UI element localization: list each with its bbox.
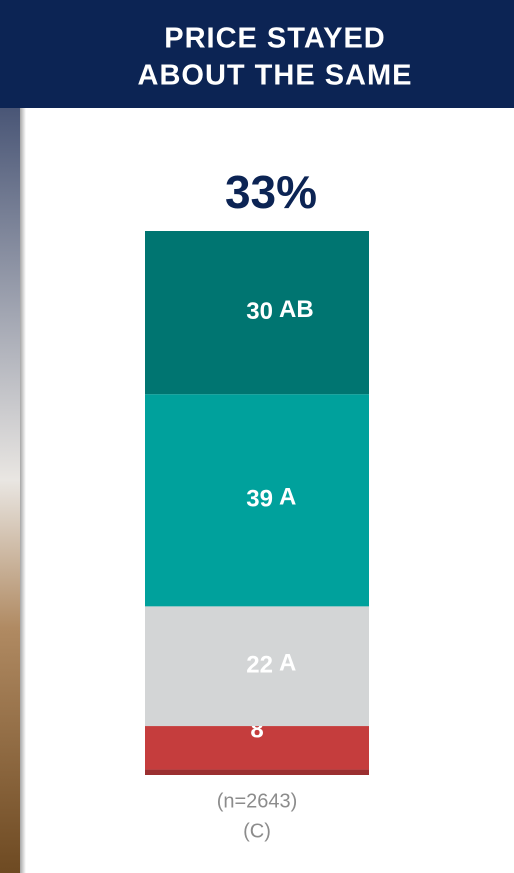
- segment-value: 22: [246, 652, 273, 679]
- bar-segment: [145, 231, 369, 395]
- significance-letter: AB: [279, 296, 314, 323]
- headline: 33%: [225, 166, 317, 218]
- title-line: ABOUT THE SAME: [138, 60, 413, 92]
- bar-segment: [145, 769, 369, 775]
- segment-value: 30: [246, 298, 273, 325]
- bar-segment: [145, 606, 369, 727]
- segment-value: 39: [246, 486, 273, 513]
- significance-letter: A: [279, 484, 296, 511]
- panel-shadow: [20, 108, 26, 873]
- side-background: [0, 0, 20, 873]
- header: [0, 0, 514, 108]
- title-line: PRICE STAYED: [164, 23, 386, 55]
- significance-letter: A: [279, 650, 296, 677]
- sample-size: (n=2643): [217, 790, 298, 812]
- bar-segment: [145, 394, 369, 607]
- bar-segment: [145, 726, 369, 770]
- group-label: (C): [243, 820, 271, 842]
